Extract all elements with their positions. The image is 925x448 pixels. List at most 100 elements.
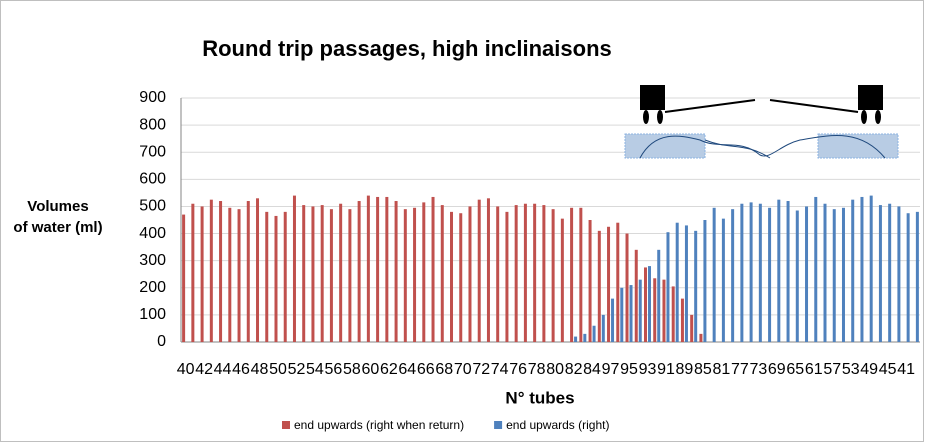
bar — [888, 204, 891, 342]
bar — [293, 196, 296, 342]
x-tick-label: 60 — [361, 361, 379, 378]
x-tick-label: 58 — [343, 361, 361, 378]
bar — [468, 206, 471, 342]
x-tick-label: 95 — [620, 361, 638, 378]
bar — [367, 196, 370, 342]
bar — [805, 206, 808, 342]
x-axis-title: N° tubes — [505, 388, 574, 407]
x-tick-label: 70 — [454, 361, 472, 378]
bar — [666, 232, 669, 342]
bar — [561, 219, 564, 342]
bar — [450, 212, 453, 342]
y-tick-label: 800 — [139, 116, 166, 133]
bar — [672, 286, 675, 342]
bar — [644, 267, 647, 342]
bar — [796, 211, 799, 342]
x-tick-label: 77 — [731, 361, 749, 378]
bar — [722, 219, 725, 342]
bar — [897, 206, 900, 342]
bar — [593, 326, 596, 342]
bar — [768, 208, 771, 342]
x-tick-label: 45 — [879, 361, 897, 378]
y-tick-label: 300 — [139, 252, 166, 269]
y-tick-label: 200 — [139, 279, 166, 296]
bar — [404, 209, 407, 342]
x-tick-label: 61 — [805, 361, 823, 378]
bar — [731, 209, 734, 342]
x-tick-label: 93 — [639, 361, 657, 378]
bar — [219, 201, 222, 342]
bar — [201, 206, 204, 342]
bar — [713, 208, 716, 342]
bar — [662, 280, 665, 342]
bar — [630, 285, 633, 342]
bar — [616, 223, 619, 342]
x-tick-label: 65 — [786, 361, 804, 378]
x-tick-label: 78 — [528, 361, 546, 378]
bar — [740, 204, 743, 342]
bar — [750, 202, 753, 342]
bar — [256, 198, 259, 342]
bar — [589, 220, 592, 342]
bar — [870, 196, 873, 342]
x-tick-label: 62 — [380, 361, 398, 378]
bar — [570, 208, 573, 342]
bar — [787, 201, 790, 342]
bar — [339, 204, 342, 342]
bar — [685, 225, 688, 342]
x-tick-label: 80 — [546, 361, 564, 378]
bar — [385, 197, 388, 342]
y-tick-label: 700 — [139, 143, 166, 160]
bar — [496, 206, 499, 342]
y-tick-label: 600 — [139, 171, 166, 188]
x-tick-label: 64 — [398, 361, 416, 378]
bar — [552, 209, 555, 342]
x-tick-label: 41 — [897, 361, 915, 378]
bar — [842, 208, 845, 342]
y-tick-label: 500 — [139, 198, 166, 215]
x-tick-label: 73 — [749, 361, 767, 378]
x-tick-label: 44 — [214, 361, 232, 378]
bar — [432, 197, 435, 342]
bar — [182, 215, 185, 342]
bar — [238, 209, 241, 342]
bar — [478, 200, 481, 342]
bar — [648, 266, 651, 342]
x-tick-label: 57 — [823, 361, 841, 378]
x-tick-label: 74 — [491, 361, 509, 378]
chart: Round trip passages, high inclinaisons V… — [0, 0, 925, 443]
bar — [191, 204, 194, 342]
x-tick-label: 72 — [472, 361, 490, 378]
bar — [676, 223, 679, 342]
bar — [851, 200, 854, 342]
bar — [487, 198, 490, 342]
y-tick-label: 0 — [157, 333, 166, 350]
bar — [607, 227, 610, 342]
bar — [321, 205, 324, 342]
legend-swatch — [282, 421, 290, 429]
bar — [524, 204, 527, 342]
x-tick-label: 56 — [325, 361, 343, 378]
x-tick-label: 50 — [269, 361, 287, 378]
bar — [699, 334, 702, 342]
bar — [916, 212, 919, 342]
bar — [395, 201, 398, 342]
bar — [533, 204, 536, 342]
y-axis-title: Volumes — [27, 198, 88, 215]
bar — [542, 205, 545, 342]
bar — [611, 299, 614, 342]
bar — [574, 337, 577, 342]
bar — [515, 205, 518, 342]
x-tick-label: 81 — [712, 361, 730, 378]
bar — [814, 197, 817, 342]
bar — [358, 201, 361, 342]
bar — [274, 216, 277, 342]
bar — [635, 250, 638, 342]
bar — [598, 231, 601, 342]
x-tick-label: 85 — [694, 361, 712, 378]
bar — [210, 200, 213, 342]
bar — [860, 197, 863, 342]
x-tick-label: 66 — [417, 361, 435, 378]
y-axis-title: of water (ml) — [13, 219, 102, 236]
x-tick-label: 52 — [288, 361, 306, 378]
